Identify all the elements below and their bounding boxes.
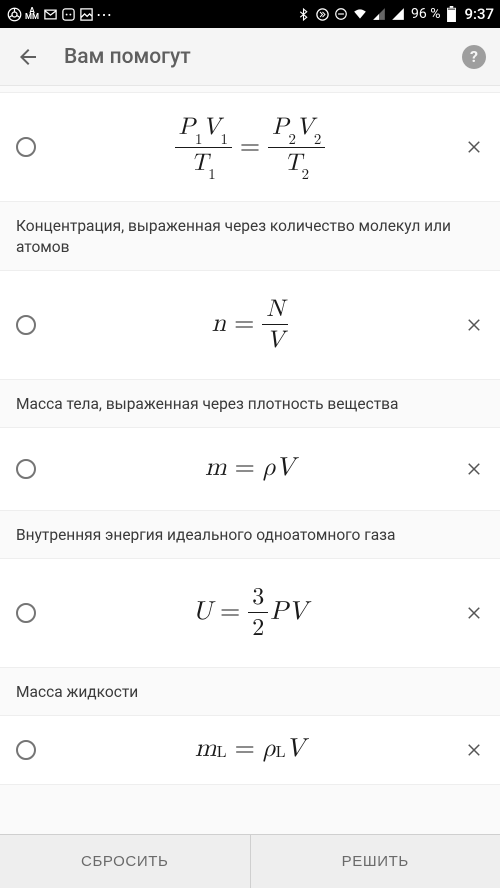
page-title: Вам помогут bbox=[64, 45, 191, 69]
status-right-icons: 96 % 9:37 bbox=[295, 5, 494, 23]
formula-radio[interactable] bbox=[0, 315, 52, 335]
battery-icon bbox=[443, 6, 459, 22]
formula-item: U = 3 2 PV bbox=[0, 559, 500, 668]
do-not-disturb-icon bbox=[333, 6, 349, 22]
solve-button[interactable]: РЕШИТЬ bbox=[250, 835, 500, 888]
reset-button[interactable]: СБРОСИТЬ bbox=[0, 835, 250, 888]
signal-2-icon bbox=[390, 6, 406, 22]
formula-radio[interactable] bbox=[0, 137, 52, 157]
sync-icon bbox=[314, 6, 330, 22]
bottom-button-bar: СБРОСИТЬ РЕШИТЬ bbox=[0, 834, 500, 888]
clock: 9:37 bbox=[464, 5, 494, 23]
mm-icon: AMM bbox=[24, 6, 40, 22]
status-left-icons: AMM ⋯ bbox=[6, 6, 112, 22]
section-header: Внутренняя энергия идеального одноатомно… bbox=[0, 511, 500, 559]
more-notifications-icon: ⋯ bbox=[96, 6, 112, 22]
formula-item: P1V1 T1 = P2V2 T2 bbox=[0, 92, 500, 202]
remove-formula-button[interactable] bbox=[448, 741, 500, 759]
bluetooth-icon bbox=[295, 6, 311, 22]
gmail-icon bbox=[42, 6, 58, 22]
section-header: Масса жидкости bbox=[0, 668, 500, 716]
formula-radio[interactable] bbox=[0, 740, 52, 760]
formula-display: mL = ρLV bbox=[52, 716, 448, 784]
signal-1-icon bbox=[371, 6, 387, 22]
formula-display: n = N V bbox=[52, 271, 448, 379]
remove-formula-button[interactable] bbox=[448, 604, 500, 622]
back-button[interactable] bbox=[14, 43, 42, 71]
formula-display: U = 3 2 PV bbox=[52, 559, 448, 667]
formula-list: P1V1 T1 = P2V2 T2 Концентрация, выраженн… bbox=[0, 86, 500, 834]
formula-display: m = ρV bbox=[52, 428, 448, 510]
chrome-icon bbox=[6, 6, 22, 22]
remove-formula-button[interactable] bbox=[448, 316, 500, 334]
section-header: Концентрация, выраженная через количеств… bbox=[0, 202, 500, 271]
android-status-bar: AMM ⋯ 96 % bbox=[0, 0, 500, 28]
image-icon bbox=[78, 6, 94, 22]
formula-display: P1V1 T1 = P2V2 T2 bbox=[52, 93, 448, 201]
formula-item: mL = ρLV bbox=[0, 716, 500, 785]
formula-radio[interactable] bbox=[0, 603, 52, 623]
remove-formula-button[interactable] bbox=[448, 460, 500, 478]
help-button[interactable]: ? bbox=[462, 45, 486, 69]
formula-item: m = ρV bbox=[0, 428, 500, 511]
battery-percent: 96 % bbox=[411, 6, 440, 22]
formula-radio[interactable] bbox=[0, 459, 52, 479]
app-notification-icon bbox=[60, 6, 76, 22]
formula-item: n = N V bbox=[0, 271, 500, 380]
app-bar: Вам помогут ? bbox=[0, 28, 500, 86]
wifi-icon bbox=[352, 6, 368, 22]
remove-formula-button[interactable] bbox=[448, 138, 500, 156]
section-header: Масса тела, выраженная через плотность в… bbox=[0, 380, 500, 428]
